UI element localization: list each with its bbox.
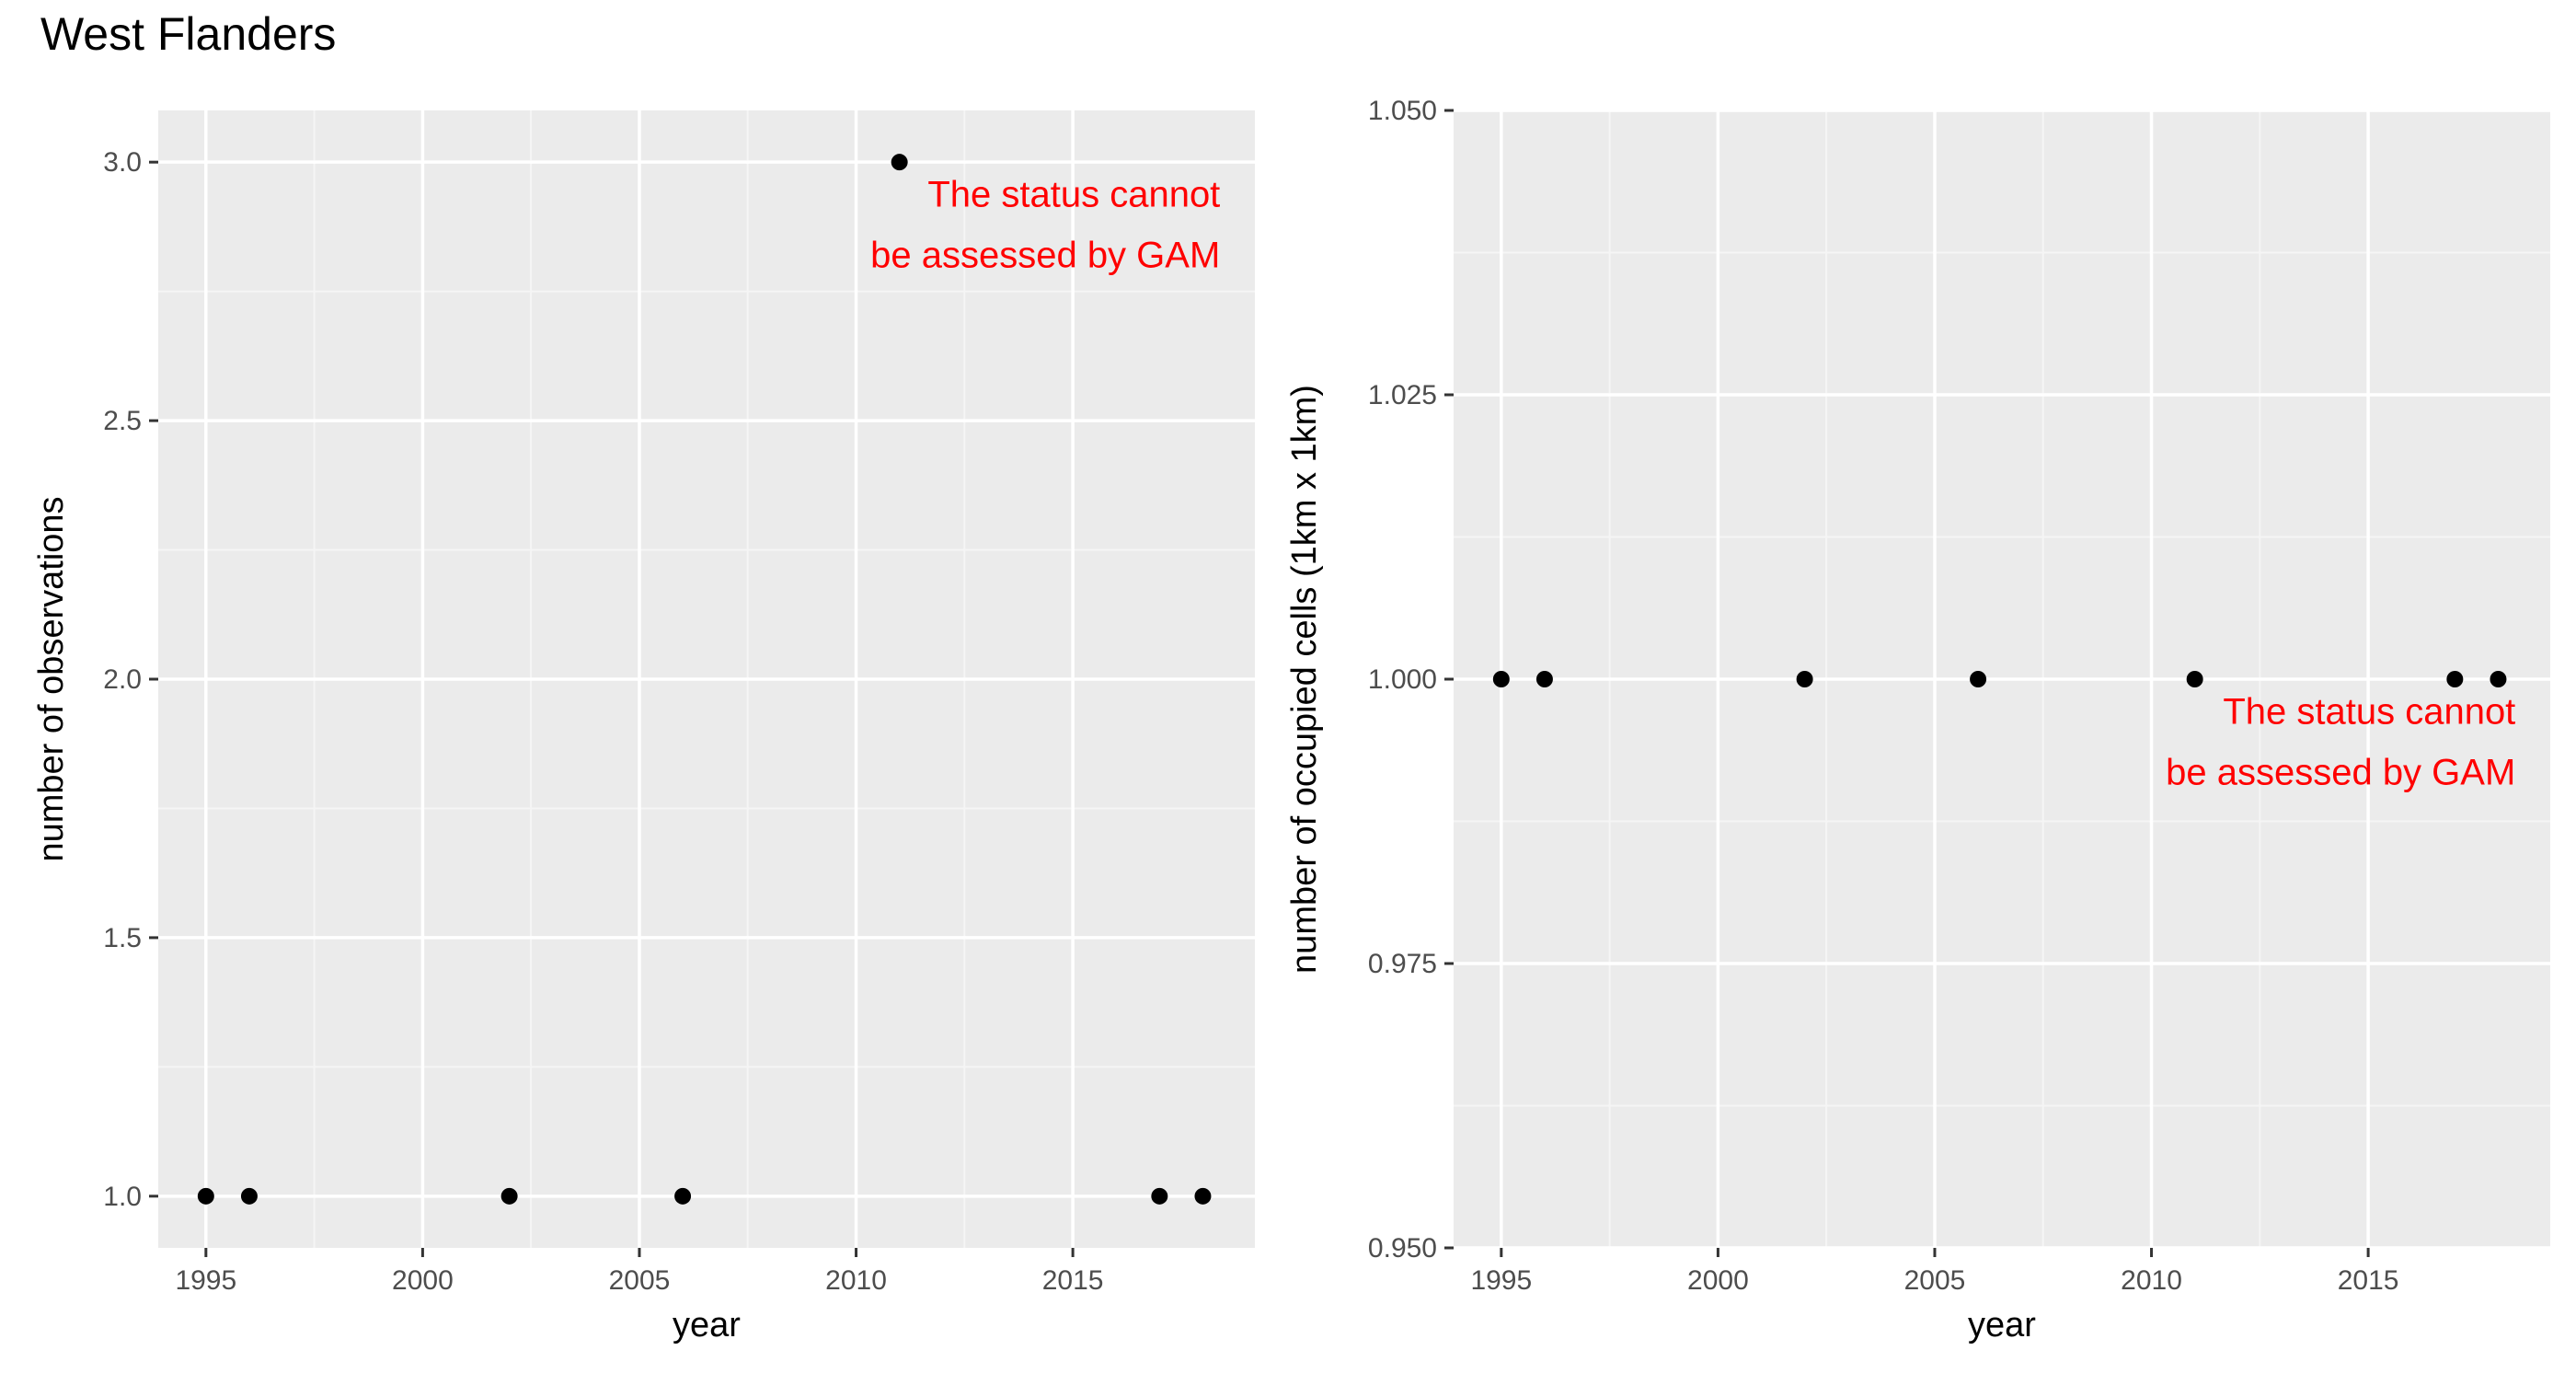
y-tick-label: 3.0 (103, 147, 142, 178)
y-tick-label: 2.5 (103, 406, 142, 436)
x-tick-label: 2015 (1042, 1265, 1104, 1296)
data-point (891, 154, 908, 171)
x-tick-label: 2000 (392, 1265, 454, 1296)
status-annotation-line: The status cannot (927, 175, 1220, 215)
y-axis-title: number of occupied cells (1km x 1km) (1285, 385, 1324, 974)
y-tick-label: 1.000 (1368, 664, 1437, 695)
x-axis-title: year (1968, 1306, 2036, 1345)
data-point (2186, 671, 2203, 687)
x-tick-label: 1995 (175, 1265, 236, 1296)
x-tick-label: 2005 (1904, 1265, 1966, 1296)
data-point (500, 1187, 518, 1205)
status-annotation: The status cannot be assessed by GAM (2166, 692, 2515, 793)
y-tick-label: 1.0 (103, 1182, 142, 1212)
status-annotation-line: The status cannot (2223, 692, 2515, 733)
data-point (1492, 671, 1510, 687)
data-point (1194, 1187, 1212, 1205)
status-annotation-line: be assessed by GAM (870, 236, 1220, 276)
y-tick-label: 1.050 (1368, 96, 1437, 126)
y-tick-label: 0.950 (1368, 1233, 1437, 1264)
data-point (1796, 671, 1813, 687)
y-tick-label: 1.5 (103, 923, 142, 953)
x-tick-label: 2010 (825, 1265, 887, 1296)
x-tick-label: 2000 (1687, 1265, 1749, 1296)
status-annotation-line: be assessed by GAM (2166, 753, 2515, 793)
x-tick-label: 1995 (1470, 1265, 1532, 1296)
y-tick-label: 0.975 (1368, 949, 1437, 979)
status-annotation: The status cannot be assessed by GAM (870, 175, 1220, 276)
data-point (197, 1187, 214, 1205)
data-point (1151, 1187, 1168, 1205)
panel-1: 1995 2000 2005 2010 2015 1.0 1.5 2.0 2.5 3.0 year n… (32, 110, 1255, 1345)
data-point (240, 1187, 258, 1205)
figure-title: West Flanders (40, 8, 337, 60)
data-point (1970, 671, 1987, 687)
x-tick-label: 2005 (609, 1265, 671, 1296)
x-axis-title: year (673, 1306, 741, 1345)
data-point (2446, 671, 2464, 687)
x-tick-label: 2010 (2121, 1265, 2182, 1296)
panel-2: 1995 2000 2005 2010 2015 0.950 0.975 1.000 1.025… (1285, 96, 2550, 1345)
y-tick-label: 1.025 (1368, 380, 1437, 410)
y-tick-label: 2.0 (103, 664, 142, 695)
x-tick-label: 2015 (2338, 1265, 2399, 1296)
data-point (1535, 671, 1553, 687)
data-point (674, 1187, 692, 1205)
data-point (2490, 671, 2507, 687)
y-axis-title: number of observations (32, 496, 71, 861)
